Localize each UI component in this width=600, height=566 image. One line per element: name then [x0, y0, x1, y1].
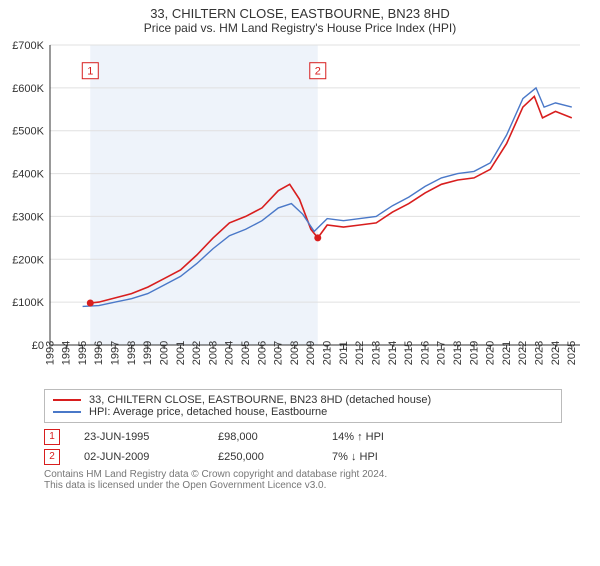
legend-item: 33, CHILTERN CLOSE, EASTBOURNE, BN23 8HD… [53, 394, 553, 406]
svg-text:2: 2 [315, 66, 321, 78]
legend-swatch [53, 399, 81, 401]
svg-text:2024: 2024 [550, 341, 562, 365]
svg-text:2015: 2015 [403, 341, 415, 365]
svg-text:£100K: £100K [12, 297, 44, 309]
svg-text:£600K: £600K [12, 83, 44, 95]
footer: Contains HM Land Registry data © Crown c… [44, 469, 544, 491]
svg-text:1998: 1998 [126, 341, 138, 365]
title-address: 33, CHILTERN CLOSE, EASTBOURNE, BN23 8HD [0, 6, 600, 21]
svg-text:£700K: £700K [12, 40, 44, 52]
tx-date: 23-JUN-1995 [84, 431, 194, 443]
legend-label: 33, CHILTERN CLOSE, EASTBOURNE, BN23 8HD… [89, 394, 431, 406]
legend-label: HPI: Average price, detached house, East… [89, 406, 327, 418]
svg-text:2003: 2003 [207, 341, 219, 365]
svg-text:2001: 2001 [175, 341, 187, 365]
legend-item: HPI: Average price, detached house, East… [53, 406, 553, 418]
svg-text:2002: 2002 [191, 341, 203, 365]
svg-text:2023: 2023 [534, 341, 546, 365]
svg-text:2011: 2011 [338, 341, 350, 365]
footer-line-1: Contains HM Land Registry data © Crown c… [44, 469, 544, 480]
tx-price: £98,000 [218, 431, 308, 443]
svg-text:1996: 1996 [93, 341, 105, 365]
marker-badge: 1 [44, 429, 60, 445]
svg-text:£300K: £300K [12, 211, 44, 223]
tx-delta: 7% ↓ HPI [332, 451, 378, 463]
svg-text:1993: 1993 [44, 341, 56, 365]
svg-text:2010: 2010 [322, 341, 334, 365]
tx-delta: 14% ↑ HPI [332, 431, 384, 443]
svg-text:2017: 2017 [436, 341, 448, 365]
legend-swatch [53, 411, 81, 413]
price-chart: £0 £100K £200K £300K £400K £500K £600K £700K 199… [0, 35, 600, 385]
svg-text:2020: 2020 [485, 341, 497, 365]
svg-text:£500K: £500K [12, 126, 44, 138]
svg-text:2025: 2025 [566, 341, 578, 365]
tx-price: £250,000 [218, 451, 308, 463]
svg-text:2008: 2008 [289, 341, 301, 365]
svg-text:2021: 2021 [501, 341, 513, 365]
svg-text:1995: 1995 [77, 341, 89, 365]
transaction-rows: 1 23-JUN-1995 £98,000 14% ↑ HPI 2 02-JUN-2009… [44, 429, 544, 465]
svg-text:1: 1 [87, 66, 93, 78]
svg-text:2016: 2016 [419, 341, 431, 365]
svg-text:£400K: £400K [12, 169, 44, 181]
svg-text:2013: 2013 [370, 341, 382, 365]
svg-text:2004: 2004 [224, 341, 236, 365]
svg-text:1994: 1994 [61, 341, 73, 365]
svg-text:£200K: £200K [12, 254, 44, 266]
marker-badge: 2 [44, 449, 60, 465]
svg-text:2005: 2005 [240, 341, 252, 365]
svg-text:2014: 2014 [387, 341, 399, 365]
transaction-row: 1 23-JUN-1995 £98,000 14% ↑ HPI [44, 429, 544, 445]
svg-text:2006: 2006 [256, 341, 268, 365]
svg-text:2018: 2018 [452, 341, 464, 365]
svg-text:2022: 2022 [517, 341, 529, 365]
svg-text:2000: 2000 [158, 341, 170, 365]
footer-line-2: This data is licensed under the Open Gov… [44, 480, 544, 491]
svg-text:£0: £0 [32, 340, 44, 352]
svg-text:2019: 2019 [468, 341, 480, 365]
svg-text:2009: 2009 [305, 341, 317, 365]
svg-text:2012: 2012 [354, 341, 366, 365]
title-subtitle: Price paid vs. HM Land Registry's House … [0, 21, 600, 35]
tx-date: 02-JUN-2009 [84, 451, 194, 463]
transaction-row: 2 02-JUN-2009 £250,000 7% ↓ HPI [44, 449, 544, 465]
chart-svg: £0 £100K £200K £300K £400K £500K £600K £700K 199… [0, 35, 600, 385]
chart-titles: 33, CHILTERN CLOSE, EASTBOURNE, BN23 8HD… [0, 6, 600, 35]
svg-text:1999: 1999 [142, 341, 154, 365]
svg-text:1997: 1997 [110, 341, 122, 365]
legend: 33, CHILTERN CLOSE, EASTBOURNE, BN23 8HD… [44, 389, 562, 423]
svg-text:2007: 2007 [273, 341, 285, 365]
